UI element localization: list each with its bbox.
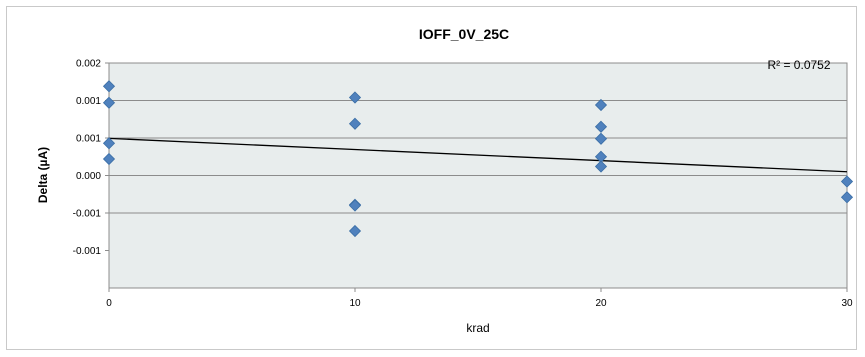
gridlines <box>105 62 848 292</box>
y-tick-label: 0.002 <box>76 59 101 70</box>
chart-frame: IOFF_0V_25C 0.002 0.001 0.001 0.000 -0.001 -0… <box>6 6 857 350</box>
y-tick-label: 0.001 <box>76 96 101 107</box>
x-tick-label: 0 <box>106 298 112 309</box>
y-tick-labels: 0.002 0.001 0.001 0.000 -0.001 -0.001 <box>73 59 102 258</box>
r-squared-label: R² = 0.0752 <box>767 58 830 72</box>
data-point <box>594 132 608 145</box>
data-point <box>102 137 116 150</box>
chart-title: IOFF_0V_25C <box>419 26 509 42</box>
y-axis-label: Delta (µA) <box>36 147 50 203</box>
trendline <box>108 137 848 173</box>
y-tick-label: 0.000 <box>76 171 101 182</box>
x-axis-label: krad <box>466 321 489 335</box>
x-tick-label: 10 <box>349 298 361 309</box>
data-points <box>102 80 854 238</box>
data-point <box>594 120 608 133</box>
y-tick-label: -0.001 <box>73 246 102 257</box>
data-point <box>102 152 116 166</box>
data-point <box>348 91 362 104</box>
data-point <box>840 191 854 204</box>
y-tick-label: 0.001 <box>76 134 101 145</box>
y-tick-label: -0.001 <box>73 209 102 220</box>
data-point <box>348 117 362 130</box>
x-tick-label: 30 <box>841 298 853 309</box>
data-point <box>102 96 116 109</box>
data-point <box>348 224 362 238</box>
scatter-chart: IOFF_0V_25C 0.002 0.001 0.001 0.000 -0.001 -0… <box>36 26 854 335</box>
data-point <box>102 80 116 93</box>
x-tick-label: 20 <box>595 298 607 309</box>
data-point <box>348 199 362 212</box>
data-point <box>594 160 608 173</box>
data-point <box>594 98 608 112</box>
data-point <box>840 175 854 188</box>
x-tick-labels: 0 10 20 30 <box>106 298 853 309</box>
trendline-layer <box>108 137 848 173</box>
